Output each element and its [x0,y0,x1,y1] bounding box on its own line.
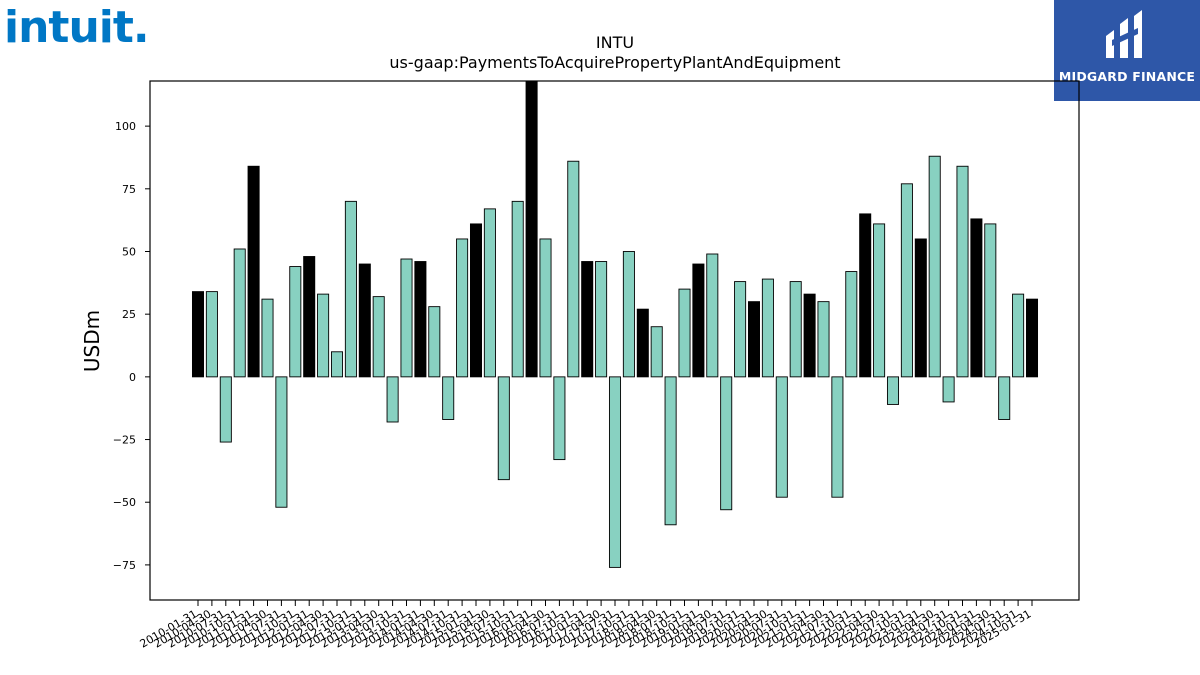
bar-2023-01-31 [914,238,927,378]
bar-2015-04-30 [483,208,496,378]
bar-2024-07-31 [998,376,1011,420]
bar-2022-01-31 [859,213,872,378]
bar-2015-01-31 [469,223,483,378]
x-axis: 2010-01-312010-04-302010-07-312010-10-31… [138,600,1034,651]
bar-2010-10-31 [233,248,246,378]
bar-2013-07-31 [386,376,399,423]
bar-2016-04-30 [539,238,552,378]
bar-2020-04-30 [761,278,774,378]
bar-2011-01-31 [247,165,260,378]
bar-2011-10-31 [289,266,302,378]
bar-2012-01-31 [303,256,316,378]
y-tick-label: −75 [113,559,136,572]
bar-2022-10-31 [900,183,913,378]
bar-2017-07-31 [608,376,622,568]
bar-2017-10-31 [622,251,635,378]
y-tick-label: 0 [129,371,136,384]
y-axis-label: USDm [80,310,104,372]
bar-2016-10-31 [567,160,580,378]
bar-2012-10-31 [344,200,357,378]
chart-title: INTU [596,33,634,52]
bar-2015-07-31 [497,376,510,481]
bar-2017-04-30 [595,261,608,378]
bar-2014-10-31 [456,238,469,378]
bars-layer [191,80,1039,568]
bar-2021-04-30 [817,301,830,378]
midgard-finance-logo: MIDGARD FINANCE [1054,0,1200,101]
bar-2015-10-31 [511,200,524,378]
bar-2014-01-31 [414,261,427,378]
bar-2018-01-31 [636,308,649,378]
bar-2011-07-31 [275,376,288,508]
y-tick-label: 25 [122,308,136,321]
bar-2024-04-30 [984,223,997,378]
bar-2024-10-31 [1012,293,1025,378]
bar-2016-07-31 [553,376,566,461]
bar-2012-07-31 [330,351,344,378]
bar-2018-04-30 [650,326,663,378]
y-axis: −75 −50 −25 0 25 50 75 100 [113,120,150,572]
bar-2020-10-31 [789,281,802,378]
bar-2025-01-31 [1025,298,1039,378]
y-tick-label: 75 [122,183,136,196]
chart-subtitle: us-gaap:PaymentsToAcquirePropertyPlantAn… [389,53,840,72]
bar-2019-07-31 [720,376,733,511]
y-tick-label: −25 [113,434,136,447]
bar-2021-07-31 [831,376,844,498]
bar-2011-04-30 [261,298,274,378]
bar-2010-07-31 [219,376,232,443]
bar-2019-10-31 [734,281,747,378]
bar-2010-04-30 [205,291,218,378]
bar-2018-07-31 [664,376,677,526]
plot-frame [149,80,1080,601]
bar-2023-04-30 [928,155,941,378]
midgard-emblem-icon [1106,10,1142,58]
bar-2023-10-31 [956,165,969,378]
bar-2021-01-31 [803,293,816,378]
midgard-finance-label: MIDGARD FINANCE [1058,69,1196,84]
bar-2013-10-31 [400,258,413,378]
bar-2022-04-30 [873,223,886,378]
bar-2021-10-31 [845,271,858,378]
bar-2014-07-31 [442,376,455,420]
bar-2022-07-31 [886,376,900,405]
bar-2014-04-30 [428,306,441,378]
intuit-logo-text: intuit. [4,2,149,50]
bar-2018-10-31 [678,288,691,378]
bar-2012-04-30 [317,293,330,378]
y-tick-label: 100 [115,120,136,133]
bar-2020-01-31 [747,301,761,378]
bar-2023-07-31 [942,376,955,403]
bar-2020-07-31 [775,376,788,498]
bar-2010-01-31 [191,291,205,378]
bar-2016-01-31 [525,80,538,378]
bar-2019-01-31 [692,263,705,378]
intuit-logo: intuit. [4,2,154,54]
bar-2024-01-31 [970,218,983,378]
bar-2013-04-30 [372,296,385,378]
bar-2013-01-31 [358,263,371,378]
bar-2019-04-30 [706,253,719,378]
y-tick-label: −50 [113,496,136,509]
y-tick-label: 50 [122,245,136,258]
bar-2017-01-31 [581,261,594,378]
